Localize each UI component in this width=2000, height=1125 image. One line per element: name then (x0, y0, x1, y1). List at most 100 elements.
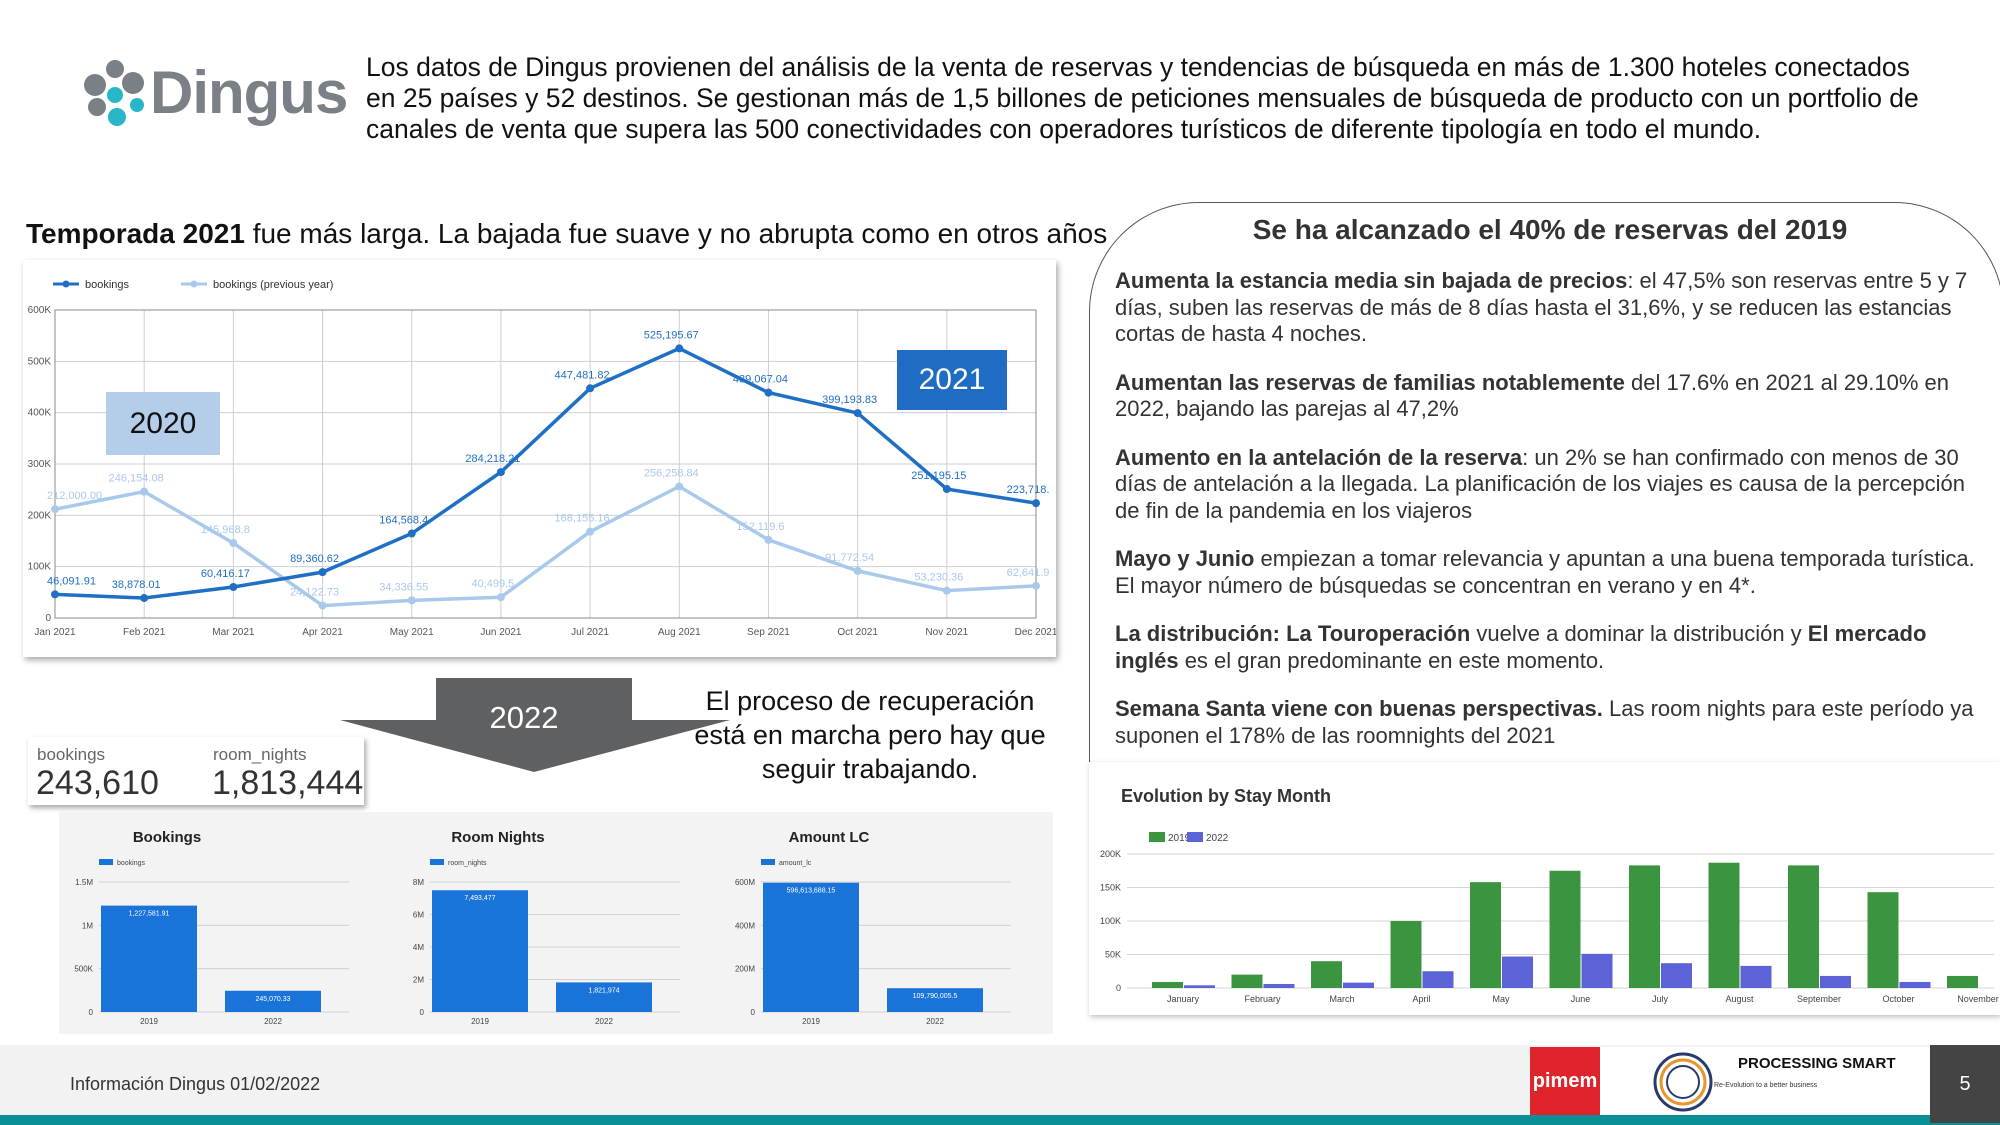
bar (1820, 975, 1851, 988)
x-tick-label: January (1167, 994, 1200, 1004)
legend-swatch (1149, 832, 1165, 842)
x-tick-label: Nov 2021 (925, 627, 968, 638)
pimem-logo: pimem (1530, 1047, 1600, 1115)
highlights-panel (1089, 202, 2000, 762)
footer-info: Información Dingus 01/02/2022 (70, 1074, 321, 1094)
highlight-bold: El mercado inglés (1115, 621, 1927, 673)
y-tick-label: 300K (28, 459, 52, 470)
data-point (764, 535, 773, 544)
y-tick-label: 600K (28, 305, 52, 316)
bar-value-label: 1,821,974 (588, 987, 619, 994)
kpi-room-nights-label: room_nights (213, 745, 307, 764)
line-chart-heading: Temporada 2021 fue más larga. La bajada … (26, 218, 1107, 250)
x-tick-label: Jun 2021 (480, 627, 522, 638)
highlight-bold: Mayo y Junio (1115, 546, 1255, 571)
data-point (51, 590, 59, 599)
y-tick-label: 50K (1105, 950, 1121, 960)
stay-month-svg: Evolution by Stay Month 2019 2022 0 50K 100K 1… (1100, 786, 1999, 1004)
legend-label: bookings (117, 860, 146, 867)
x-tick-label: Oct 2021 (837, 627, 878, 638)
bar (1470, 882, 1501, 988)
kpi-bookings-value: 243,610 (36, 764, 159, 802)
y-tick-label: 500K (28, 356, 52, 367)
recovery-text: El proceso de recuperación está en march… (694, 686, 1046, 784)
legend-label: 2022 (1206, 833, 1229, 844)
legend-label: amount_lc (779, 860, 812, 867)
mini-chart-title: Room Nights (451, 829, 544, 846)
y-tick-label: 600M (735, 878, 755, 887)
bar (225, 990, 321, 1012)
data-point (853, 409, 862, 418)
bar (1502, 956, 1533, 988)
bar-value-label: 7,493,477 (464, 895, 495, 902)
processing-smart-rings-icon (1653, 1052, 1713, 1112)
legend-swatch (99, 859, 113, 865)
x-tick-label: Mar 2021 (212, 627, 255, 638)
data-point (140, 594, 149, 603)
stay-month-chart: Evolution by Stay Month 2019 2022 0 50K 100K 1… (1089, 762, 2000, 1015)
highlight-bold: La distribución: La Touroperación (1115, 621, 1471, 646)
data-point (1032, 581, 1040, 590)
data-point (853, 566, 862, 575)
highlight-item: Mayo y Junio empiezan a tomar relevancia… (1115, 546, 1975, 599)
x-tick-label: November (1957, 994, 1999, 1004)
line-chart-svg: 0 100K 200K 300K 400K 500K 600K Jan 2021 Feb 202… (28, 279, 1056, 638)
data-label: 256,258.84 (644, 467, 699, 479)
bar (101, 905, 197, 1012)
mini-charts-svg: Bookings bookings 0 500K 1M 1.5M 1,227,581.91 2… (74, 829, 1011, 1026)
legend-label: bookings (85, 279, 130, 291)
x-tick-label: Feb 2021 (123, 627, 166, 638)
bar (1740, 965, 1772, 988)
down-arrow-icon (340, 678, 730, 772)
kpi-scorecard: bookings 243,610 room_nights 1,813,444 (28, 737, 364, 805)
legend-swatch (761, 859, 775, 865)
bar-value-label: 596,613,688.15 (787, 888, 836, 895)
highlights-list: Aumenta la estancia media sin bajada de … (1115, 268, 1975, 771)
x-tick-label: Jul 2021 (571, 627, 609, 638)
data-point (586, 384, 595, 393)
data-point (318, 601, 327, 610)
data-point (1032, 499, 1040, 508)
y-tick-label: 100K (1100, 916, 1121, 926)
series-line (54, 484, 1037, 608)
logo-text: Dingus (150, 59, 348, 126)
data-label: 91,772.54 (825, 552, 874, 564)
y-tick-label: 200K (1100, 849, 1121, 859)
bar (887, 988, 983, 1012)
intro-paragraph: Los datos de Dingus provienen del anális… (366, 52, 1919, 144)
y-tick-label: 100K (28, 562, 52, 573)
y-tick-label: 500K (74, 965, 93, 974)
data-label: 24,122.73 (290, 587, 339, 599)
stay-chart-title: Evolution by Stay Month (1121, 786, 1331, 806)
comparison-bar-charts: Bookings bookings 0 500K 1M 1.5M 1,227,581.91 2… (59, 812, 1053, 1034)
highlight-bold: Semana Santa viene con buenas perspectiv… (1115, 696, 1603, 721)
bar (1661, 963, 1692, 988)
legend-swatch (430, 859, 444, 865)
legend-marker (190, 280, 198, 288)
data-label: 525,195.67 (644, 329, 699, 341)
kpi-bookings-label: bookings (37, 745, 106, 764)
data-label: 60,416.17 (201, 568, 250, 580)
x-tick-label: 2022 (926, 1017, 944, 1026)
highlight-text: Las room nights para este período ya sup… (1115, 696, 1974, 748)
data-label: 223,718. (1007, 484, 1050, 496)
data-label: 164,568.4 (379, 515, 428, 527)
bar (1549, 870, 1581, 988)
data-label: 251,195.15 (911, 470, 966, 482)
bar (1947, 975, 1978, 988)
bar-value-label: 245,070.33 (255, 996, 290, 1003)
y-tick-label: 400M (735, 921, 755, 930)
x-tick-label: Aug 2021 (658, 627, 701, 638)
y-tick-label: 0 (1116, 983, 1121, 993)
data-point (229, 582, 238, 591)
x-tick-label: 2019 (471, 1017, 489, 1026)
dingus-logo-icon (84, 60, 144, 126)
data-point (942, 586, 951, 595)
data-point (764, 388, 773, 397)
x-tick-label: April (1412, 994, 1430, 1004)
data-point (675, 344, 684, 353)
y-tick-label: 0 (45, 613, 51, 624)
x-tick-label: 2019 (140, 1017, 158, 1026)
bar (1231, 974, 1263, 988)
legend-label: 2019 (1168, 833, 1191, 844)
